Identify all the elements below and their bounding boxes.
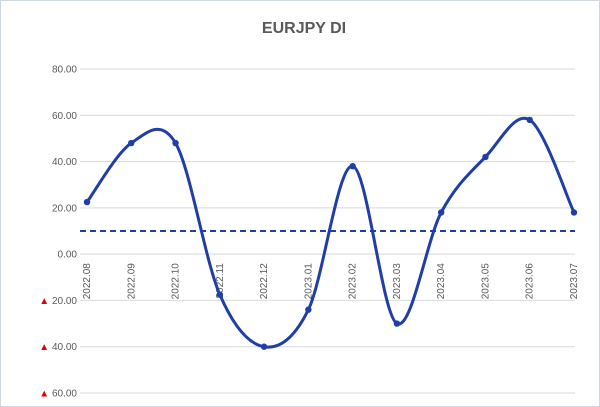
data-point <box>526 116 533 124</box>
y-tick-label: 60.00 <box>52 111 77 122</box>
x-tick-label: 2022.12 <box>259 263 270 300</box>
y-tick-label: 0.00 <box>58 250 78 261</box>
data-point <box>393 320 401 327</box>
x-tick-label: 2023.02 <box>348 263 359 300</box>
x-tick-label: 2022.08 <box>82 263 93 300</box>
series-layer <box>83 116 578 350</box>
data-point <box>437 209 445 216</box>
negative-marker-icon: ▲ <box>39 296 52 307</box>
y-tick-value: 0.00 <box>58 250 78 261</box>
data-point <box>172 139 179 147</box>
data-point <box>128 139 135 147</box>
y-tick-label: 20.00 <box>52 203 77 214</box>
y-tick-value: 40.00 <box>52 157 77 168</box>
y-tick-label: 80.00 <box>52 65 77 76</box>
negative-marker-icon: ▲ <box>39 342 52 353</box>
series-line <box>85 116 576 349</box>
y-tick-value: 60.00 <box>52 111 77 122</box>
negative-marker-icon: ▲ <box>39 389 52 400</box>
x-tick-label: 2023.05 <box>480 263 491 300</box>
data-point <box>305 306 312 313</box>
data-point <box>83 198 91 206</box>
x-tick-label: 2022.11 <box>215 263 226 299</box>
y-tick-value: 20.00 <box>52 203 77 214</box>
x-tick-label: 2023.06 <box>525 263 536 300</box>
y-tick-label: ▲ 60.00 <box>39 389 77 400</box>
data-point <box>570 209 578 216</box>
data-point <box>260 343 268 350</box>
x-tick-label: 2022.09 <box>126 263 137 300</box>
y-tick-label: ▲ 40.00 <box>39 342 77 353</box>
y-tick-value: 40.00 <box>52 342 77 353</box>
y-tick-label: 40.00 <box>52 157 77 168</box>
gridlines <box>80 68 575 394</box>
data-point <box>216 291 224 298</box>
data-point <box>349 163 356 170</box>
chart-title: EURJPY DI <box>262 20 346 37</box>
x-tick-label: 2023.04 <box>436 263 447 300</box>
y-tick-value: 20.00 <box>52 296 77 307</box>
x-tick-label: 2023.01 <box>303 263 314 300</box>
x-tick-label: 2023.03 <box>392 263 403 300</box>
y-tick-value: 60.00 <box>52 389 77 400</box>
x-tick-label: 2022.10 <box>171 263 182 300</box>
x-tick-label: 2023.07 <box>569 263 580 300</box>
y-tick-value: 80.00 <box>52 65 77 76</box>
data-point <box>482 153 489 161</box>
y-tick-label: ▲ 20.00 <box>39 296 77 307</box>
x-axis-ticks: 2022.08 2022.09 2022.10 2022.11 2022.12 2023.… <box>82 263 580 300</box>
